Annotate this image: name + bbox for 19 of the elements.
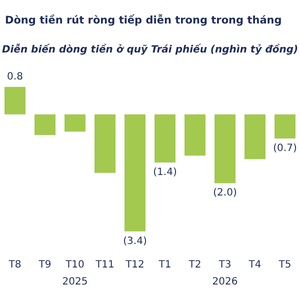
data-label: (3.4) (123, 236, 147, 247)
x-tick-label: T5 (278, 260, 292, 270)
chart-subtitle: Diễn biến dòng tiền ở quỹ Trái phiếu (nghìn tỷ đồng) (2, 44, 298, 56)
x-tick-label: T3 (218, 260, 232, 270)
chart-title: Dòng tiền rút ròng tiếp diễn trong trong tháng (5, 14, 282, 26)
data-label: (1.4) (153, 167, 177, 178)
data-label: (0.7) (273, 142, 297, 154)
x-tick-label: T11 (94, 260, 114, 270)
x-tick-label: T1 (158, 260, 172, 270)
x-tick-label: T10 (64, 260, 84, 270)
data-label: (2.0) (213, 188, 237, 199)
text: 2025 (62, 276, 88, 288)
x-tick-label: T12 (124, 260, 144, 270)
x-tick-label: T9 (38, 260, 52, 270)
x-tick-label: T8 (8, 260, 22, 270)
text: 2026 (212, 276, 238, 288)
x-tick-label: T2 (188, 260, 202, 270)
data-label: 0.8 (7, 71, 23, 82)
x-tick-label: T4 (248, 260, 262, 270)
